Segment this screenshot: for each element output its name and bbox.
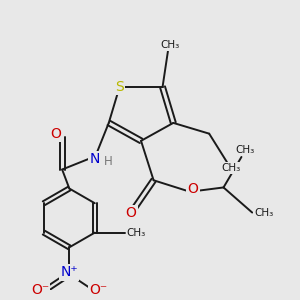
Text: O: O [188,182,199,196]
Text: O⁻: O⁻ [31,284,49,297]
Text: O⁻: O⁻ [90,284,108,297]
Text: CH₃: CH₃ [254,208,273,218]
Text: CH₃: CH₃ [126,228,146,238]
Text: N⁺: N⁺ [61,266,78,279]
Text: S: S [115,80,124,94]
Text: CH₃: CH₃ [222,163,241,173]
Text: H: H [104,155,112,168]
Text: N: N [89,152,100,166]
Text: CH₃: CH₃ [160,40,179,50]
Text: O: O [50,127,61,141]
Text: CH₃: CH₃ [236,145,255,155]
Text: O: O [126,206,136,220]
